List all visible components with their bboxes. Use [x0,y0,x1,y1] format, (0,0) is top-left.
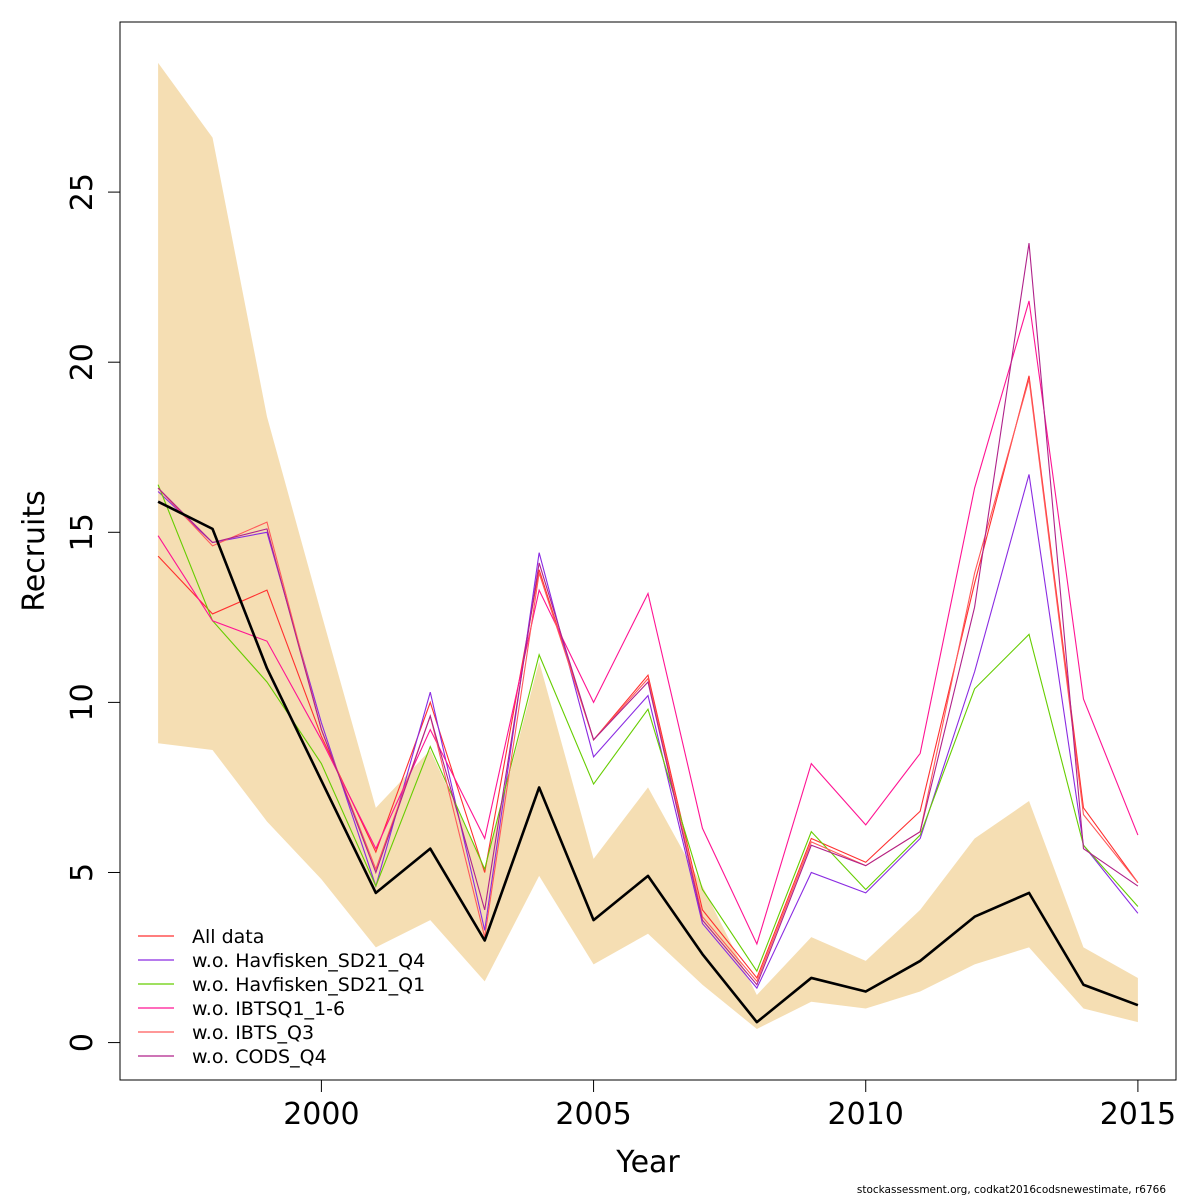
x-tick-label: 2005 [555,1097,631,1132]
x-tick-label: 2010 [828,1097,904,1132]
footer-note: stockassessment.org, codkat2016codsnewes… [856,1184,1166,1196]
x-tick-label: 2000 [283,1097,359,1132]
legend-label: w.o. IBTSQ1_1-6 [192,998,345,1020]
y-tick-label: 0 [65,1033,100,1052]
estimate-line-layer [157,500,1139,1024]
legend-label: w.o. IBTS_Q3 [192,1022,314,1044]
y-tick-label: 10 [65,683,100,721]
legend-label: w.o. Havfisken_SD21_Q4 [192,950,425,972]
confidence-band-layer [158,62,1138,1029]
estimate-line [157,500,1139,1024]
y-tick-label: 25 [65,173,100,211]
plot-frame [119,21,1177,1081]
legend-item: w.o. Havfisken_SD21_Q4 [138,950,425,972]
series-line-1 [157,375,1139,980]
legend-item: w.o. IBTSQ1_1-6 [138,998,345,1020]
legend-item: All data [138,926,264,948]
series-line-3 [157,484,1139,973]
legend-label: All data [192,926,264,948]
series-line-2 [157,474,1139,990]
confidence-band [158,62,1138,1029]
legend-item: w.o. CODS_Q4 [138,1046,327,1068]
y-axis: 0 5 10 15 20 25 [65,173,120,1052]
x-tick-label: 2015 [1100,1097,1176,1132]
legend-item: w.o. IBTS_Q3 [138,1022,314,1044]
legend-label: w.o. Havfisken_SD21_Q1 [192,974,425,996]
legend-label: w.o. CODS_Q4 [192,1046,327,1068]
legend-item: w.o. Havfisken_SD21_Q1 [138,974,425,996]
x-axis: 2000 2005 2010 2015 [283,1080,1176,1132]
x-axis-title: Year [615,1145,680,1180]
y-axis-title: Recruits [17,490,52,612]
y-tick-label: 5 [65,863,100,882]
series-line-6 [157,243,1139,986]
y-tick-label: 15 [65,513,100,551]
series-lines-layer [157,243,1139,990]
series-line-4 [157,300,1139,946]
y-tick-label: 20 [65,343,100,381]
